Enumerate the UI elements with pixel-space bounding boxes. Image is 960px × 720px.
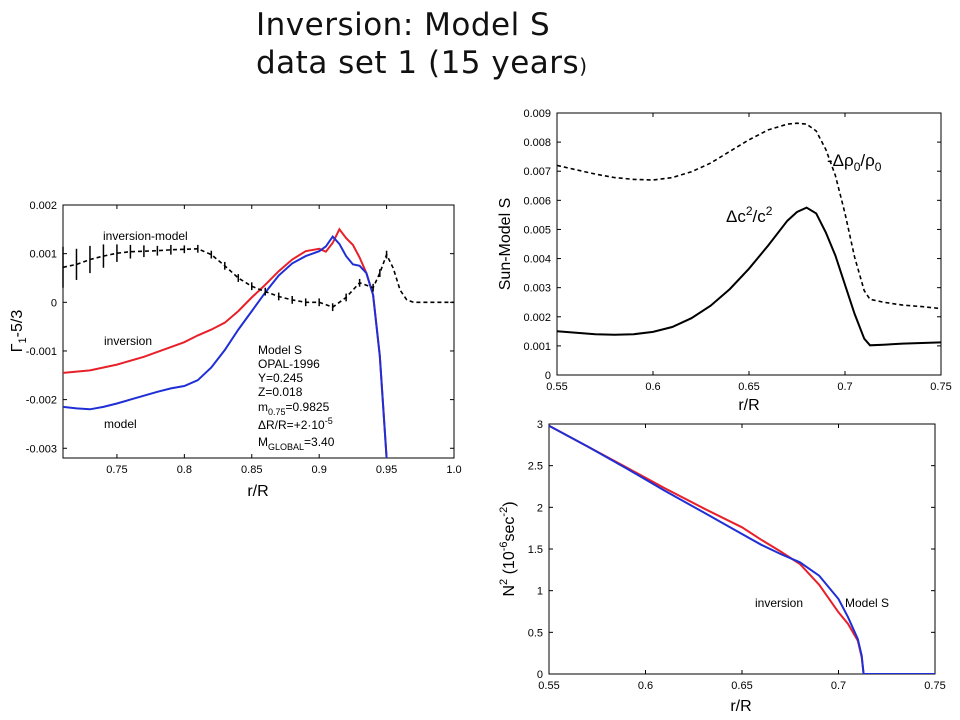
n2-ticks: 0.55 0.6 0.65 0.7 0.75 0 0.5 1 1.5 2 2.5 3 — [528, 419, 946, 692]
gamma-y-label-gamma: Γ — [9, 343, 26, 352]
x-tick-label: 0.55 — [546, 381, 567, 393]
y-tick-label: 2 — [537, 502, 543, 514]
title-line-2: data set 1 (15 years) — [256, 44, 588, 85]
y-tick-label: 0.5 — [528, 627, 543, 639]
series-line — [549, 424, 935, 674]
x-tick-label: 0.9 — [312, 464, 327, 476]
y-tick-label: 1 — [537, 586, 543, 598]
label-dc2: Δc2/c2 — [726, 204, 773, 226]
y-tick-label: 0.006 — [523, 195, 551, 207]
gamma-series — [62, 227, 454, 458]
x-tick-label: 1.0 — [446, 464, 461, 476]
param-m075: m0.75=0.9825 — [258, 400, 330, 417]
label-inversion: inversion — [104, 334, 152, 348]
y-tick-label: 0.005 — [523, 224, 551, 236]
gamma-y-label: Γ1-5/3 — [9, 310, 29, 353]
y-tick-label: -0.001 — [26, 346, 57, 358]
y-tick-label: 0.004 — [523, 254, 551, 266]
param-z: Z=0.018 — [258, 385, 303, 399]
y-tick-label: -0.002 — [26, 395, 57, 407]
series-line — [63, 235, 388, 458]
y-tick-label: -0.003 — [26, 443, 57, 455]
y-tick-label: 3 — [537, 419, 543, 431]
sun-model-series — [557, 122, 941, 347]
gamma-chart: 0.75 0.8 0.85 0.9 0.95 1.0 -0.003 -0.002 -0.001 0… — [9, 200, 462, 500]
series-line — [557, 122, 941, 310]
x-tick-label: 0.95 — [376, 464, 397, 476]
y-tick-label: 2.5 — [528, 461, 543, 473]
n2-y-label: N2 (10-6sec-2) — [498, 501, 518, 596]
x-tick-label: 0.6 — [638, 680, 653, 692]
x-tick-label: 0.75 — [930, 381, 951, 393]
y-tick-label: 0.002 — [29, 200, 57, 212]
series-line — [549, 424, 935, 674]
x-tick-label: 0.75 — [106, 464, 127, 476]
x-tick-label: 0.6 — [645, 381, 660, 393]
y-tick-label: 0.002 — [523, 312, 551, 324]
n2-x-label: r/R — [730, 698, 751, 715]
sun-model-x-label: r/R — [738, 397, 759, 414]
y-tick-label: 0.007 — [523, 166, 551, 178]
sun-model-chart: 0.55 0.6 0.65 0.7 0.75 0 0.001 0.002 0.003 0.004 0… — [497, 108, 952, 414]
sun-model-ticks: 0.55 0.6 0.65 0.7 0.75 0 0.001 0.002 0.003 0.004 0… — [523, 108, 951, 393]
series-line — [63, 227, 388, 458]
n2-plot-frame — [548, 423, 936, 675]
label-n2-model-s: Model S — [845, 596, 889, 610]
series-line — [63, 247, 454, 309]
label-model: model — [104, 417, 137, 431]
y-tick-label: 0 — [537, 669, 543, 681]
x-tick-label: 0.85 — [241, 464, 262, 476]
y-tick-label: 1.5 — [528, 544, 543, 556]
x-tick-label: 0.65 — [738, 381, 759, 393]
y-tick-label: 0.009 — [523, 108, 551, 120]
title-line-2-tail: ) — [579, 54, 588, 78]
label-n2-inversion: inversion — [755, 596, 803, 610]
gamma-y-label-sub: 1 — [17, 337, 29, 343]
gamma-y-label-rest: -5/3 — [9, 310, 26, 338]
y-tick-label: 0 — [545, 370, 551, 382]
n2-chart: 0.55 0.6 0.65 0.7 0.75 0 0.5 1 1.5 2 2.5 3 r/R N2 (… — [498, 419, 946, 715]
param-dr: ΔR/R=+2·10-5 — [258, 416, 333, 432]
x-tick-label: 0.55 — [538, 680, 559, 692]
model-parameters: Model S OPAL-1996 Y=0.245 Z=0.018 m0.75=… — [258, 343, 335, 452]
x-tick-label: 0.65 — [731, 680, 752, 692]
slide-title: Inversion: Model S data set 1 (15 years) — [256, 6, 588, 85]
param-y: Y=0.245 — [258, 371, 303, 385]
gamma-plot-frame — [62, 204, 455, 459]
y-tick-label: 0 — [51, 297, 57, 309]
param-opal: OPAL-1996 — [258, 357, 320, 371]
n2-series — [549, 424, 935, 674]
y-tick-label: 0.001 — [523, 341, 551, 353]
y-tick-label: 0.008 — [523, 137, 551, 149]
x-tick-label: 0.8 — [177, 464, 192, 476]
gamma-ticks: 0.75 0.8 0.85 0.9 0.95 1.0 -0.003 -0.002 -0.001 0… — [26, 200, 462, 476]
gamma-x-label: r/R — [247, 483, 268, 500]
y-tick-label: 0.003 — [523, 283, 551, 295]
param-mglobal: MGLOBAL=3.40 — [258, 435, 335, 452]
x-tick-label: 0.7 — [837, 381, 852, 393]
param-model-s: Model S — [258, 343, 302, 357]
title-line-1: Inversion: Model S — [256, 7, 551, 43]
sun-model-y-label: Sun-Model S — [497, 198, 514, 291]
y-tick-label: 0.001 — [29, 249, 57, 261]
label-drho: -Δρ0/ρ0 — [827, 151, 882, 174]
x-tick-label: 0.7 — [831, 680, 846, 692]
title-line-2-main: data set 1 (15 years — [256, 45, 580, 81]
x-tick-label: 0.75 — [924, 680, 945, 692]
series-line — [557, 206, 941, 347]
label-inversion-model: inversion-model — [103, 229, 188, 243]
